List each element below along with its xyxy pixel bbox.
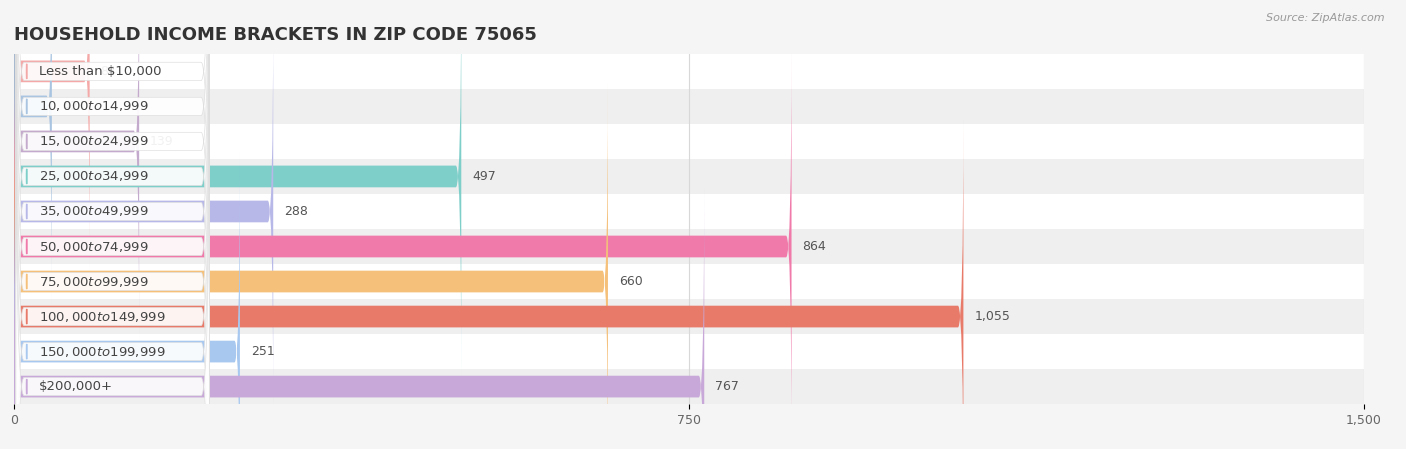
Text: Source: ZipAtlas.com: Source: ZipAtlas.com [1267, 13, 1385, 23]
Text: $100,000 to $149,999: $100,000 to $149,999 [39, 309, 166, 324]
Text: 84: 84 [100, 65, 117, 78]
FancyBboxPatch shape [15, 45, 209, 449]
FancyBboxPatch shape [14, 152, 240, 449]
Text: 1,055: 1,055 [974, 310, 1010, 323]
FancyBboxPatch shape [14, 187, 704, 449]
FancyBboxPatch shape [15, 0, 209, 449]
Text: $150,000 to $199,999: $150,000 to $199,999 [39, 344, 166, 359]
Bar [14, 194, 1364, 229]
Text: 139: 139 [150, 135, 173, 148]
FancyBboxPatch shape [15, 10, 209, 449]
Bar [14, 299, 1364, 334]
FancyBboxPatch shape [14, 117, 963, 449]
Text: Less than $10,000: Less than $10,000 [39, 65, 162, 78]
Text: $15,000 to $24,999: $15,000 to $24,999 [39, 134, 149, 149]
Text: 288: 288 [284, 205, 308, 218]
Bar [14, 159, 1364, 194]
FancyBboxPatch shape [15, 0, 209, 449]
Text: 251: 251 [250, 345, 274, 358]
Text: HOUSEHOLD INCOME BRACKETS IN ZIP CODE 75065: HOUSEHOLD INCOME BRACKETS IN ZIP CODE 75… [14, 26, 537, 44]
FancyBboxPatch shape [14, 12, 273, 411]
Text: $50,000 to $74,999: $50,000 to $74,999 [39, 239, 149, 254]
FancyBboxPatch shape [15, 0, 209, 378]
FancyBboxPatch shape [15, 0, 209, 449]
Bar [14, 124, 1364, 159]
Text: $25,000 to $34,999: $25,000 to $34,999 [39, 169, 149, 184]
FancyBboxPatch shape [14, 0, 52, 306]
Text: 497: 497 [472, 170, 496, 183]
Bar [14, 54, 1364, 89]
FancyBboxPatch shape [15, 0, 209, 413]
Bar [14, 264, 1364, 299]
Text: $10,000 to $14,999: $10,000 to $14,999 [39, 99, 149, 114]
Text: 660: 660 [619, 275, 643, 288]
Bar [14, 229, 1364, 264]
FancyBboxPatch shape [15, 80, 209, 449]
Text: 864: 864 [803, 240, 827, 253]
Text: $75,000 to $99,999: $75,000 to $99,999 [39, 274, 149, 289]
FancyBboxPatch shape [14, 0, 139, 341]
Bar [14, 89, 1364, 124]
FancyBboxPatch shape [14, 47, 792, 446]
Text: $35,000 to $49,999: $35,000 to $49,999 [39, 204, 149, 219]
FancyBboxPatch shape [15, 0, 209, 449]
Text: 42: 42 [63, 100, 79, 113]
Text: $200,000+: $200,000+ [39, 380, 114, 393]
Bar [14, 334, 1364, 369]
FancyBboxPatch shape [14, 0, 90, 271]
Bar [14, 369, 1364, 404]
Text: 767: 767 [716, 380, 740, 393]
FancyBboxPatch shape [15, 0, 209, 448]
FancyBboxPatch shape [14, 82, 607, 449]
FancyBboxPatch shape [14, 0, 461, 376]
